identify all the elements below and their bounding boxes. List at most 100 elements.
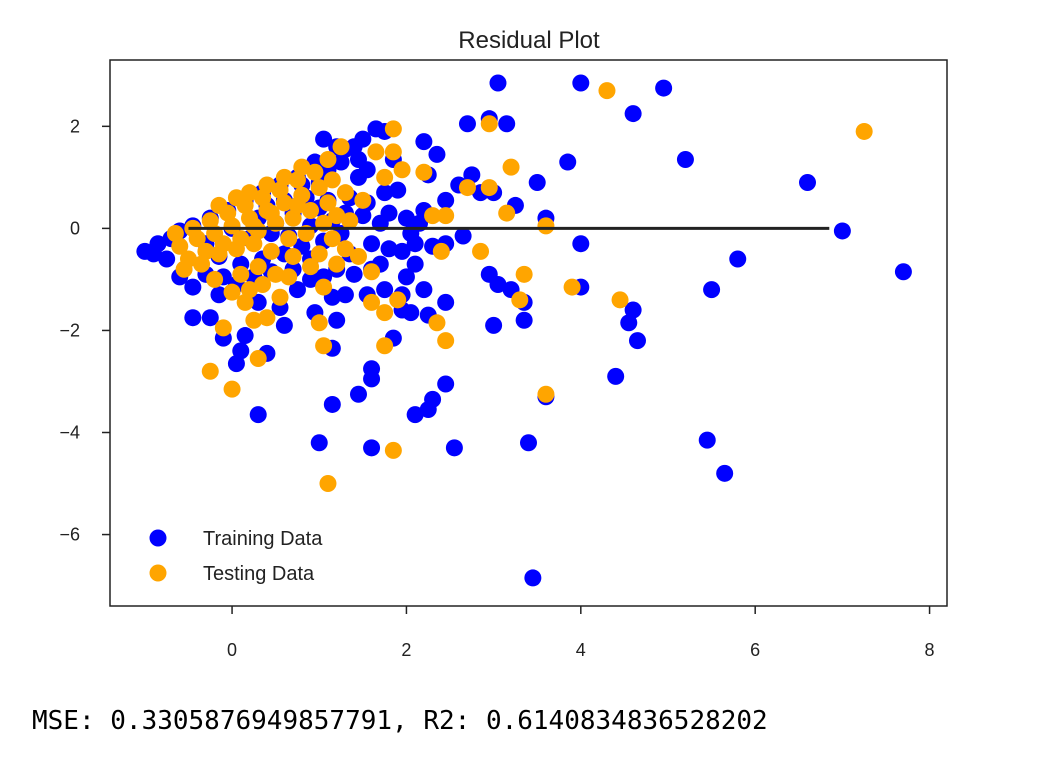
data-point: [310, 314, 328, 332]
legend-marker: [149, 564, 167, 582]
data-point: [210, 245, 228, 263]
data-point: [559, 153, 577, 171]
metrics-output: MSE: 0.3305876949857791, R2: 0.614083483…: [32, 706, 768, 736]
data-point: [323, 171, 341, 189]
data-point: [363, 263, 381, 281]
data-point: [397, 209, 415, 227]
data-point: [349, 151, 367, 169]
data-point: [716, 464, 734, 482]
data-point: [799, 173, 816, 191]
data-point: [315, 130, 333, 148]
data-point: [515, 311, 533, 329]
data-point: [306, 163, 324, 181]
data-point: [223, 283, 241, 301]
x-tick-label: 0: [227, 640, 237, 660]
data-point: [345, 265, 363, 283]
data-point: [310, 179, 328, 197]
series-testing-data: [166, 82, 873, 493]
data-point: [363, 293, 381, 311]
residual-plot-chart: Residual Plot 0 2 4 6 8 −6 −4 −2 0 2 Training Da…: [59, 27, 948, 660]
data-point: [520, 434, 537, 452]
data-point: [310, 245, 328, 263]
data-point: [236, 293, 254, 311]
data-point: [341, 212, 359, 230]
data-point: [175, 260, 193, 278]
data-point: [245, 235, 263, 253]
data-point: [376, 304, 394, 322]
data-point: [241, 184, 258, 202]
data-point: [511, 291, 529, 309]
data-point: [445, 439, 463, 457]
y-axis: −6 −4 −2 0 2: [59, 116, 110, 545]
data-point: [628, 332, 646, 350]
data-point: [415, 133, 433, 151]
data-point: [302, 202, 320, 220]
data-point: [245, 311, 263, 329]
data-point: [214, 319, 232, 337]
data-point: [288, 281, 306, 299]
data-point: [363, 235, 381, 253]
data-point: [223, 217, 241, 235]
x-axis: 0 2 4 6 8: [227, 606, 935, 660]
data-point: [489, 74, 507, 92]
data-point: [241, 281, 258, 299]
data-point: [197, 242, 215, 260]
data-point: [249, 258, 267, 276]
data-point: [406, 255, 424, 273]
data-point: [201, 309, 219, 327]
data-point: [611, 291, 629, 309]
data-point: [515, 265, 533, 283]
data-point: [319, 475, 337, 493]
data-point: [354, 207, 372, 225]
data-point: [384, 143, 402, 161]
x-tick-label: 4: [576, 640, 586, 660]
data-point: [437, 191, 455, 209]
x-tick-label: 8: [925, 640, 935, 660]
data-point: [302, 258, 320, 276]
data-point: [480, 265, 498, 283]
data-point: [432, 242, 450, 260]
y-tick-label: −6: [59, 525, 80, 545]
data-point: [323, 395, 341, 413]
data-point: [184, 278, 202, 296]
data-point: [271, 181, 289, 199]
y-tick-label: −2: [59, 320, 80, 340]
data-point: [393, 161, 411, 179]
data-point: [437, 207, 455, 225]
data-point: [598, 82, 616, 100]
data-point: [498, 204, 516, 222]
x-tick-label: 2: [401, 640, 411, 660]
legend-label: Training Data: [203, 528, 323, 550]
legend: Training Data Testing Data: [149, 528, 323, 585]
data-point: [288, 196, 306, 214]
data-point: [393, 242, 411, 260]
data-point: [267, 265, 285, 283]
data-point: [367, 120, 385, 138]
data-point: [367, 143, 385, 161]
data-point: [376, 281, 394, 299]
data-point: [419, 401, 437, 419]
data-point: [424, 207, 442, 225]
data-point: [485, 316, 503, 334]
series-training-data: [136, 74, 912, 587]
data-point: [236, 327, 254, 345]
data-point: [315, 278, 333, 296]
data-point: [280, 268, 298, 286]
data-point: [384, 441, 402, 459]
data-point: [249, 293, 267, 311]
data-point: [336, 240, 354, 258]
data-point: [454, 227, 472, 245]
chart-title: Residual Plot: [458, 27, 600, 54]
data-point: [149, 235, 167, 253]
data-point: [232, 342, 250, 360]
data-point: [258, 309, 276, 327]
data-point: [284, 209, 302, 227]
data-point: [537, 217, 555, 235]
data-point: [227, 355, 245, 373]
data-point: [293, 158, 311, 176]
data-point: [319, 194, 337, 212]
data-point: [271, 288, 289, 306]
data-point: [458, 179, 476, 197]
data-point: [437, 375, 455, 393]
data-point: [406, 406, 424, 424]
